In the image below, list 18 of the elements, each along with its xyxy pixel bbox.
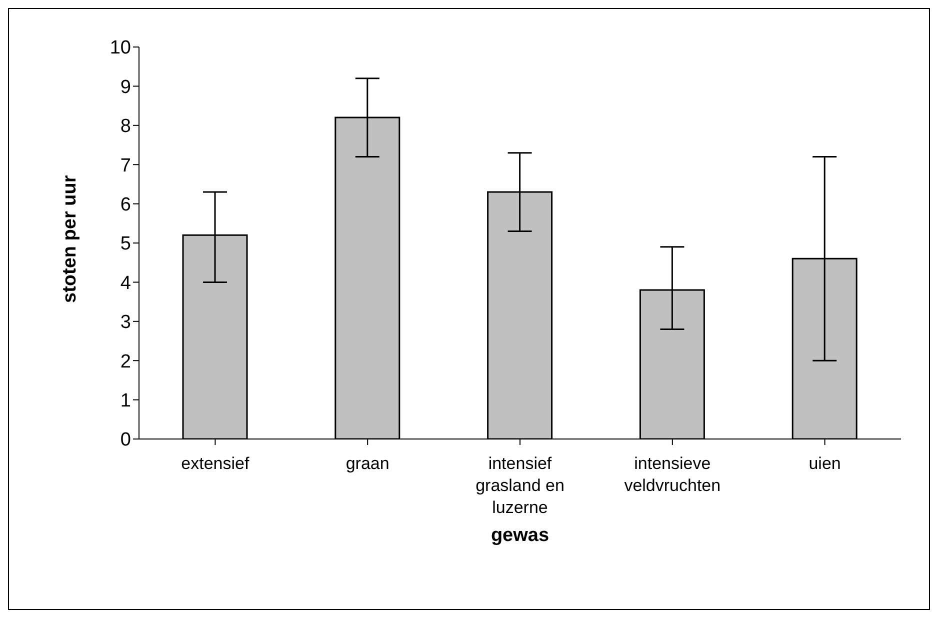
y-tick-label: 7 [120, 155, 131, 176]
y-tick-label: 3 [120, 312, 131, 334]
y-tick-label: 1 [120, 390, 131, 412]
y-tick-label: 10 [110, 38, 131, 59]
y-tick-label: 4 [120, 272, 132, 294]
y-axis-title: stoten per uur [60, 174, 81, 303]
y-tick-label: 5 [120, 234, 131, 255]
x-tick-label: intensief grasland en luzerne [476, 454, 564, 517]
x-tick-label: intensieve veldvruchten [624, 454, 721, 495]
x-tick-label: uien [808, 454, 841, 473]
y-tick-label: 8 [120, 116, 131, 138]
y-tick-label: 9 [120, 76, 131, 98]
x-axis-title: gewas [490, 525, 550, 546]
x-tick-label: graan [346, 454, 390, 473]
y-tick-label: 6 [120, 194, 131, 216]
y-tick-label: 0 [120, 430, 131, 451]
x-tick-label: extensief [181, 454, 250, 473]
y-tick-label: 2 [120, 351, 131, 372]
